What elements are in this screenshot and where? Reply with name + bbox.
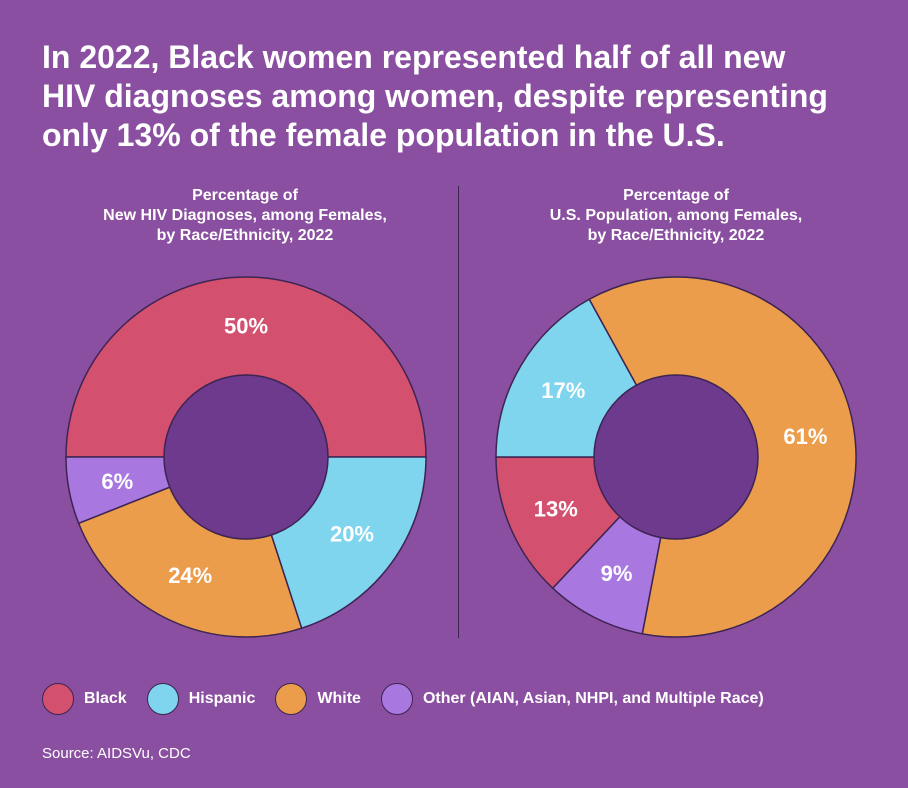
legend-swatch-white: [275, 683, 308, 715]
left-label-black: 50%: [224, 314, 268, 339]
right-label-black: 13%: [534, 497, 578, 522]
left-chart-title: Percentage of New HIV Diagnoses, among F…: [35, 186, 455, 246]
legend-label-other: Other (AIAN, Asian, NHPI, and Multiple R…: [422, 690, 764, 707]
right-chart-title: Percentage of U.S. Population, among Fem…: [466, 186, 886, 246]
legend-swatch-hispanic: [146, 683, 179, 715]
left-label-white: 24%: [168, 563, 212, 588]
headline-line-1: In 2022, Black women represented half of…: [42, 39, 786, 75]
right-label-white: 61%: [783, 424, 827, 449]
left-label-hispanic: 20%: [330, 521, 374, 546]
left-label-other: 6%: [101, 469, 133, 494]
right-label-hispanic: 17%: [541, 378, 585, 403]
legend-item-hispanic: Hispanic: [146, 683, 256, 715]
headline: In 2022, Black women represented half of…: [42, 38, 892, 155]
headline-line-2: HIV diagnoses among women, despite repre…: [42, 78, 828, 114]
left-slice-black: [65, 276, 427, 458]
legend-swatch-other: [380, 683, 413, 715]
left-chart-title-line-3: by Race/Ethnicity, 2022: [156, 227, 334, 244]
chart-divider: [458, 186, 459, 638]
headline-line-3: only 13% of the female population in the…: [42, 117, 725, 153]
right-chart-title-line-1: Percentage of: [623, 187, 729, 204]
legend-label-white: White: [317, 690, 361, 707]
legend: Black Hispanic White Other (AIAN, Asian,…: [42, 680, 764, 718]
legend-label-hispanic: Hispanic: [188, 690, 256, 707]
legend-swatch-black: [42, 683, 74, 715]
right-chart-title-line-3: by Race/Ethnicity, 2022: [587, 227, 765, 244]
legend-item-white: White: [275, 683, 361, 715]
left-chart-title-line-1: Percentage of: [192, 187, 298, 204]
left-donut-hole: [163, 374, 329, 540]
right-label-other: 9%: [601, 561, 633, 586]
source-note: Source: AIDSVu, CDC: [42, 745, 191, 762]
right-chart-title-line-2: U.S. Population, among Females,: [549, 207, 803, 224]
legend-item-other: Other (AIAN, Asian, NHPI, and Multiple R…: [380, 683, 764, 715]
right-donut-hole: [593, 374, 759, 540]
legend-item-black: Black: [42, 683, 127, 715]
legend-label-black: Black: [84, 690, 127, 707]
left-chart-title-line-2: New HIV Diagnoses, among Females,: [103, 207, 387, 224]
